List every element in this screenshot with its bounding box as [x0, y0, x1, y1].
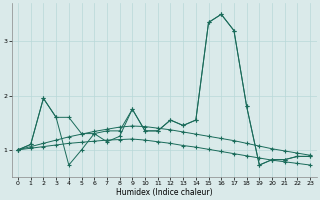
- X-axis label: Humidex (Indice chaleur): Humidex (Indice chaleur): [116, 188, 212, 197]
